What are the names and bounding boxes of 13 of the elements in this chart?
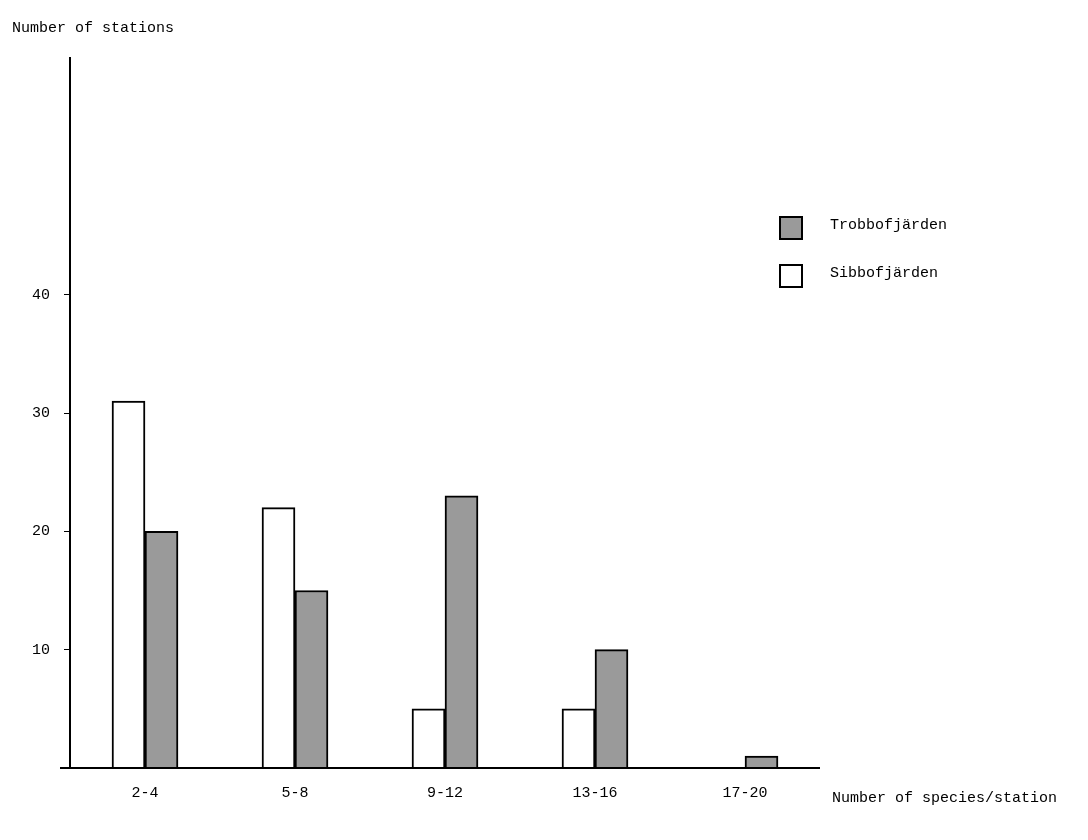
y-tick-label: 10 xyxy=(31,641,50,659)
x-axis-title: Number of species/station xyxy=(832,789,1058,807)
x-tick-label: 9-12 xyxy=(426,784,464,802)
y-tick-label: 20 xyxy=(31,523,50,541)
x-tick-label: 5-8 xyxy=(281,784,309,802)
y-axis-title: Number of stations xyxy=(12,19,175,37)
y-tick-label: 30 xyxy=(31,404,50,422)
y-tick-label: 40 xyxy=(31,286,50,304)
legend-label: Sibbofjärden xyxy=(830,264,939,282)
x-tick-label: 13-16 xyxy=(572,784,618,802)
x-tick-label: 2-4 xyxy=(131,784,159,802)
legend-label: Trobbofjärden xyxy=(830,216,948,234)
x-tick-label: 17-20 xyxy=(722,784,768,802)
